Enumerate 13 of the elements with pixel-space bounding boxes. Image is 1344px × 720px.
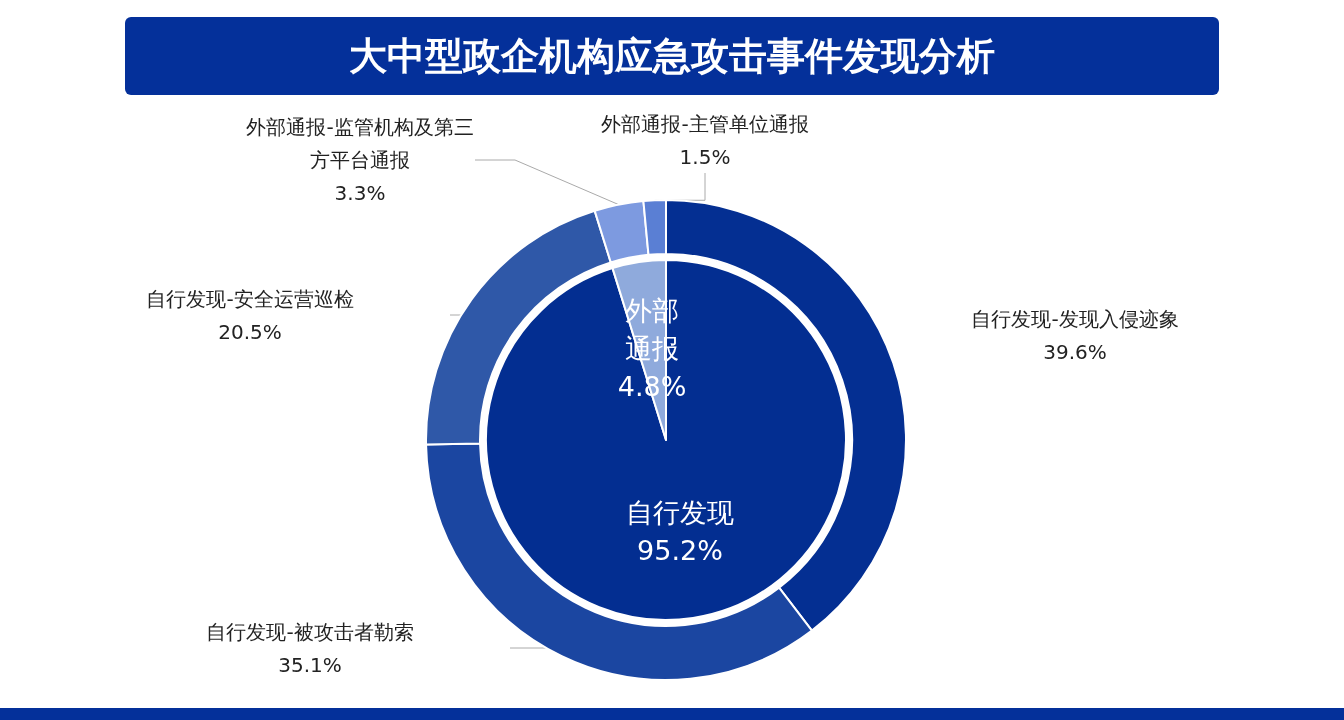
data-label: 95.2% xyxy=(637,535,723,567)
data-label: 39.6% xyxy=(1043,339,1107,364)
data-label: 3.3% xyxy=(334,181,386,205)
chart-title: 大中型政企机构应急攻击事件发现分析 xyxy=(125,17,1219,95)
slice-label: 自行发现-安全运营巡检 xyxy=(146,286,354,311)
data-label: 35.1% xyxy=(278,652,342,677)
data-label: 1.5% xyxy=(679,144,731,169)
slice-label: 外部通报-主管单位通报 xyxy=(601,111,809,136)
slice-label: 外部通报-监管机构及第三方平台通报 xyxy=(246,115,474,172)
slice-label: 自行发现-发现入侵迹象 xyxy=(971,306,1179,331)
slice-label: 自行发现 xyxy=(625,497,734,529)
slice-label: 自行发现-被攻击者勒索 xyxy=(206,619,414,644)
data-label: 20.5% xyxy=(218,319,282,344)
